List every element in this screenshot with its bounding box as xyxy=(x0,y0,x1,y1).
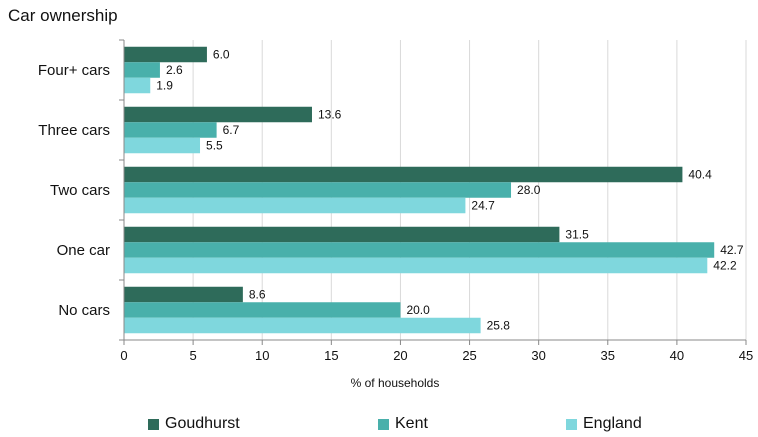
data-label: 13.6 xyxy=(318,108,342,122)
x-tick-label: 10 xyxy=(255,348,269,363)
bar xyxy=(124,77,151,94)
category-label: No cars xyxy=(58,302,110,319)
bar xyxy=(124,46,207,63)
x-tick-label: 5 xyxy=(189,348,196,363)
x-tick-label: 15 xyxy=(324,348,338,363)
data-label: 24.7 xyxy=(471,199,495,213)
x-tick-label: 20 xyxy=(393,348,407,363)
data-label: 6.0 xyxy=(213,48,230,62)
bar xyxy=(124,182,512,198)
legend-item-england: England xyxy=(566,412,642,436)
bar xyxy=(124,317,481,334)
category-label: Four+ cars xyxy=(38,62,110,79)
legend-label-goudhurst: Goudhurst xyxy=(165,415,240,432)
data-label: 5.5 xyxy=(206,139,223,153)
legend-item-goudhurst: Goudhurst xyxy=(148,412,240,436)
data-label: 25.8 xyxy=(487,319,511,333)
data-label: 28.0 xyxy=(517,183,541,197)
chart-title: Car ownership xyxy=(8,6,118,25)
legend-swatch-goudhurst xyxy=(148,418,159,430)
data-label: 6.7 xyxy=(223,123,240,137)
data-label: 40.4 xyxy=(688,168,712,182)
data-label: 42.2 xyxy=(713,259,737,273)
bar xyxy=(124,197,466,214)
legend-swatch-england xyxy=(566,418,577,430)
bar xyxy=(124,166,683,183)
data-label: 20.0 xyxy=(406,303,430,317)
data-label: 2.6 xyxy=(166,63,183,77)
bar xyxy=(124,286,243,303)
legend-label-kent: Kent xyxy=(395,415,428,432)
bar xyxy=(124,302,401,318)
bar xyxy=(124,62,160,78)
bar xyxy=(124,242,715,258)
data-label: 31.5 xyxy=(565,228,589,242)
x-axis-title: % of households xyxy=(351,376,440,390)
bar xyxy=(124,122,217,138)
x-tick-label: 35 xyxy=(601,348,615,363)
category-label: Three cars xyxy=(38,122,110,139)
legend-item-kent: Kent xyxy=(378,412,428,436)
bar xyxy=(124,226,560,243)
x-tick-label: 0 xyxy=(120,348,127,363)
data-label: 42.7 xyxy=(720,243,744,257)
bar xyxy=(124,137,201,154)
x-tick-label: 30 xyxy=(531,348,545,363)
bar xyxy=(124,106,312,123)
x-tick-label: 45 xyxy=(739,348,753,363)
legend-swatch-kent xyxy=(378,418,389,430)
bar xyxy=(124,257,708,274)
category-label: Two cars xyxy=(50,182,110,199)
x-tick-label: 25 xyxy=(462,348,476,363)
category-label: One car xyxy=(57,242,110,259)
data-label: 8.6 xyxy=(249,288,266,302)
legend-label-england: England xyxy=(583,415,642,432)
data-label: 1.9 xyxy=(156,79,173,93)
x-tick-label: 40 xyxy=(670,348,684,363)
